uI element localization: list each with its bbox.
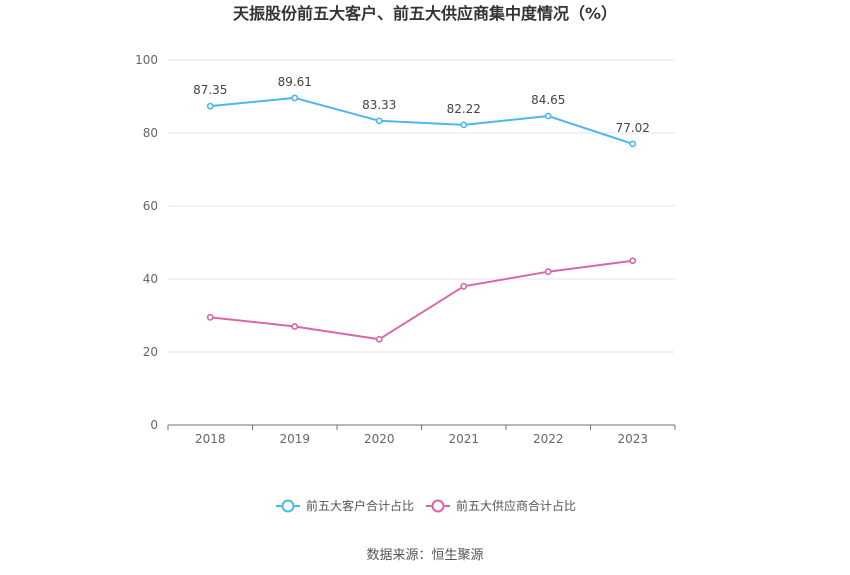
series-line bbox=[210, 96, 634, 145]
data-point bbox=[375, 117, 383, 125]
data-label: 89.61 bbox=[278, 75, 312, 89]
x-tick-label: 2018 bbox=[195, 432, 226, 446]
y-tick-label: 80 bbox=[143, 126, 158, 140]
x-tick-label: 2021 bbox=[448, 432, 479, 446]
legend-label: 前五大客户合计占比 bbox=[306, 498, 414, 513]
data-point bbox=[291, 323, 299, 330]
series: 87.35 89.61 83.33 82.22 84.65 77.02 bbox=[193, 75, 650, 343]
data-point bbox=[206, 313, 214, 321]
data-point bbox=[629, 257, 637, 265]
y-tick-label: 0 bbox=[150, 418, 158, 432]
data-point bbox=[544, 112, 552, 120]
data-label: 77.02 bbox=[616, 121, 650, 135]
y-tick-label: 20 bbox=[143, 345, 158, 359]
grid bbox=[168, 59, 675, 353]
data-point bbox=[544, 268, 552, 276]
y-tick-label: 40 bbox=[143, 272, 158, 286]
y-tick-label: 60 bbox=[143, 199, 158, 213]
x-tick-label: 2019 bbox=[279, 432, 310, 446]
data-point bbox=[206, 102, 214, 110]
data-point bbox=[375, 335, 383, 343]
x-tick-label: 2023 bbox=[617, 432, 648, 446]
data-label: 87.35 bbox=[193, 83, 227, 97]
legend-label: 前五大供应商合计占比 bbox=[456, 498, 576, 513]
data-point bbox=[629, 140, 637, 148]
series-line bbox=[210, 259, 633, 341]
x-tick-label: 2022 bbox=[533, 432, 564, 446]
data-label: 83.33 bbox=[362, 98, 396, 112]
chart-title: 天振股份前五大客户、前五大供应商集中度情况（%） bbox=[233, 4, 617, 23]
legend: 前五大客户合计占比 前五大供应商合计占比 bbox=[276, 498, 576, 513]
axes: 0 20 40 60 80 100 2018 2019 2020 2021 2022 2023 bbox=[135, 53, 676, 446]
source-note: 数据来源：恒生聚源 bbox=[366, 548, 483, 563]
data-point bbox=[291, 94, 299, 102]
data-point bbox=[460, 282, 468, 290]
data-label: 82.22 bbox=[447, 102, 481, 116]
legend-marker bbox=[281, 499, 295, 513]
legend-marker bbox=[431, 499, 445, 513]
x-tick-label: 2020 bbox=[364, 432, 395, 446]
data-label: 84.65 bbox=[531, 93, 565, 107]
data-point bbox=[460, 121, 468, 129]
y-tick-label: 100 bbox=[135, 53, 158, 67]
